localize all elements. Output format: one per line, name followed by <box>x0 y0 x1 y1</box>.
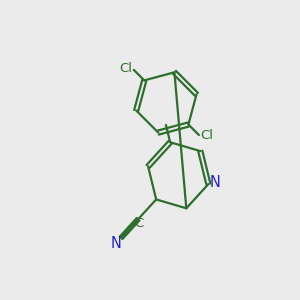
Text: Cl: Cl <box>119 62 132 75</box>
Text: N: N <box>209 175 220 190</box>
Text: N: N <box>111 236 122 251</box>
Text: Cl: Cl <box>200 129 213 142</box>
Text: C: C <box>134 217 144 230</box>
